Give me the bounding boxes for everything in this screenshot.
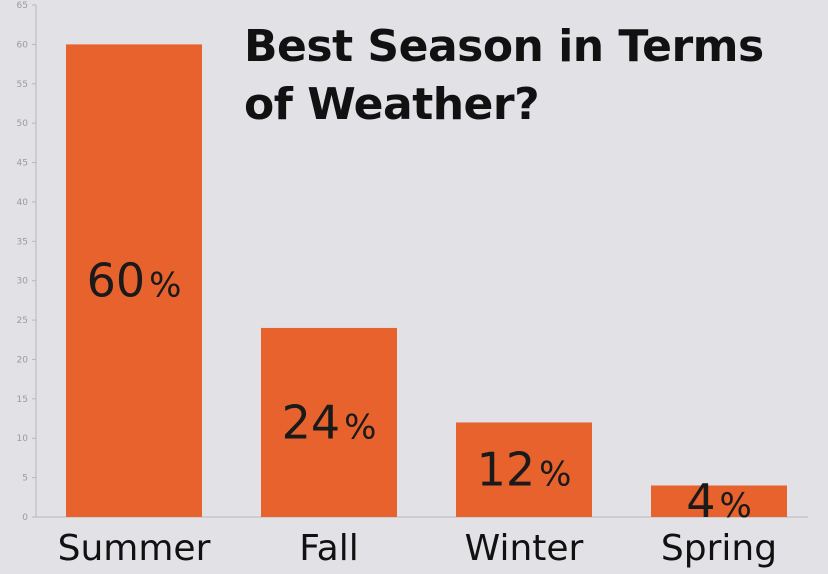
y-tick-label: 55 bbox=[17, 80, 28, 90]
bar bbox=[66, 44, 202, 518]
bar-value-label: 4% bbox=[686, 474, 752, 528]
y-tick-label: 40 bbox=[17, 198, 29, 208]
y-tick-label: 25 bbox=[17, 316, 28, 326]
bar-value-label: 12% bbox=[477, 443, 572, 497]
y-tick-label: 10 bbox=[17, 434, 29, 444]
y-tick-label: 60 bbox=[17, 40, 29, 50]
x-tick-label: Spring bbox=[661, 528, 777, 569]
y-tick-label: 30 bbox=[17, 277, 29, 287]
x-tick-label: Fall bbox=[299, 528, 358, 569]
bar bbox=[261, 327, 397, 517]
chart-title: Best Season in Terms of Weather? bbox=[244, 21, 764, 130]
x-tick-label: Winter bbox=[465, 528, 584, 569]
y-tick-label: 5 bbox=[22, 474, 28, 484]
y-tick-label: 45 bbox=[17, 159, 28, 169]
y-tick-label: 50 bbox=[17, 119, 29, 129]
y-tick-label: 65 bbox=[17, 1, 28, 11]
bar-value-label: 60% bbox=[87, 254, 182, 308]
bar bbox=[651, 485, 787, 517]
y-tick-label: 35 bbox=[17, 237, 28, 247]
y-tick-label: 15 bbox=[17, 395, 28, 405]
bar bbox=[456, 422, 592, 517]
x-tick-label: Summer bbox=[58, 528, 211, 569]
y-tick-label: 0 bbox=[22, 513, 28, 523]
bar-value-label: 24% bbox=[282, 395, 377, 449]
y-tick-label: 20 bbox=[17, 355, 29, 365]
